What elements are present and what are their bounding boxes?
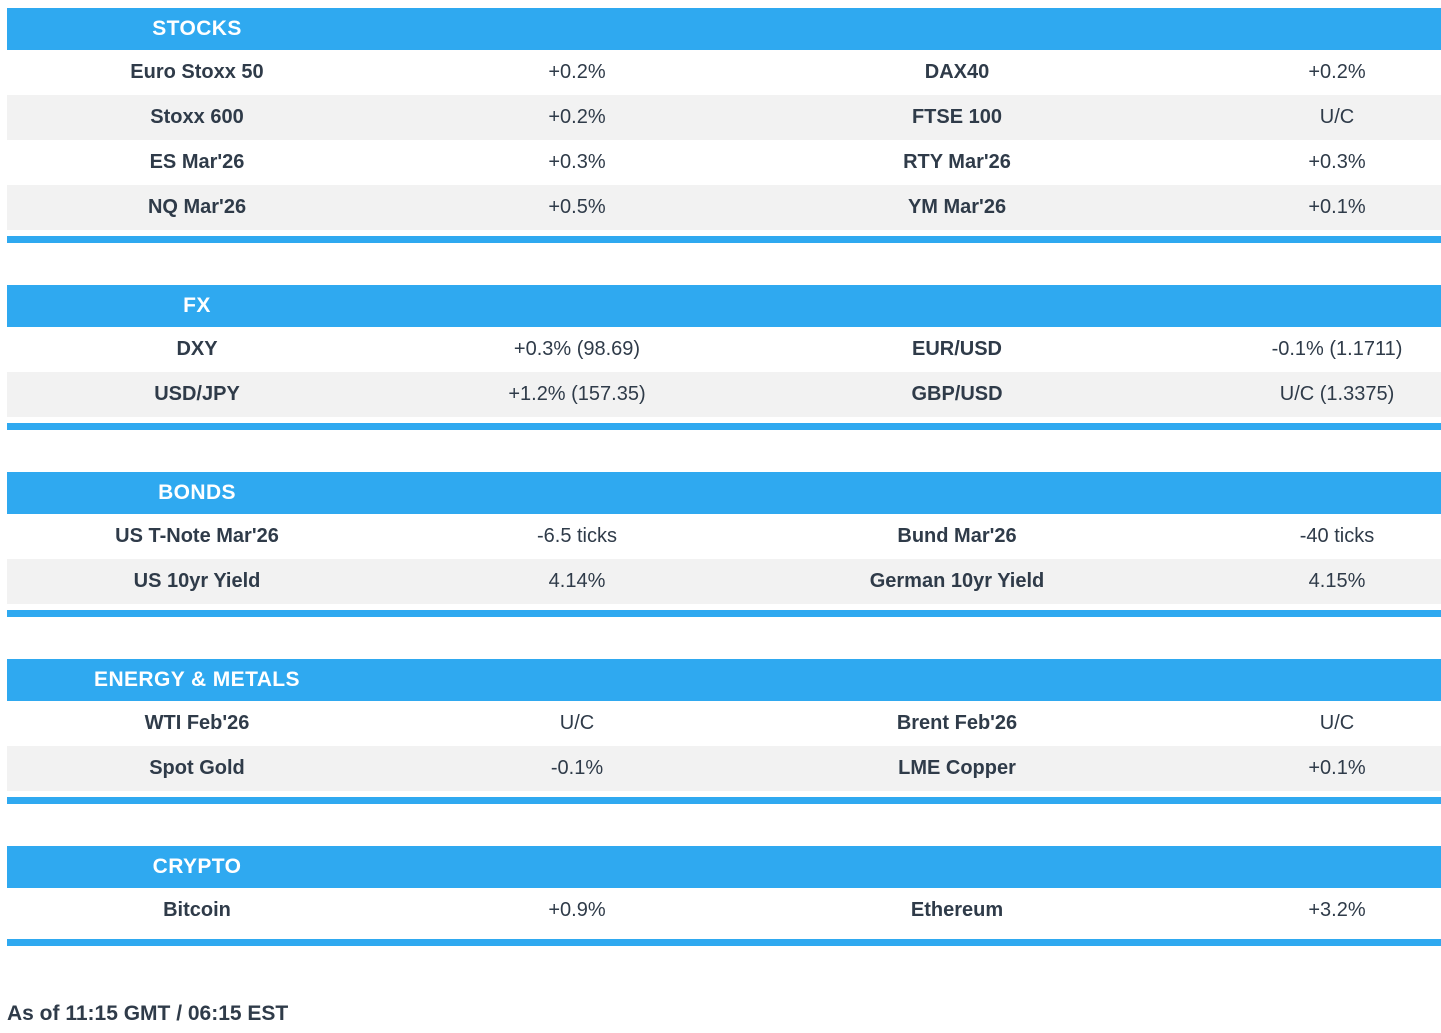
instrument-label: US 10yr Yield <box>133 570 261 592</box>
instrument-label: US T-Note Mar'26 <box>115 525 279 547</box>
instrument-value: U/C <box>559 712 595 734</box>
table-row: DXY +0.3% (98.69) EUR/USD -0.1% (1.1711) <box>7 327 1441 372</box>
section-divider <box>7 610 1441 617</box>
section-title: STOCKS <box>152 17 242 40</box>
section-stocks: STOCKS Euro Stoxx 50 +0.2% DAX40 +0.2% Stoxx … <box>7 8 1441 243</box>
table-row: WTI Feb'26 U/C Brent Feb'26 U/C <box>7 701 1441 746</box>
instrument-label: USD/JPY <box>154 383 240 405</box>
instrument-value: +0.3% (98.69) <box>513 338 641 360</box>
section-divider <box>7 939 1441 946</box>
instrument-value: -0.1% (1.1711) <box>1271 338 1403 360</box>
section-title: BONDS <box>158 481 236 504</box>
section-divider <box>7 797 1441 804</box>
instrument-value: +0.1% <box>1308 757 1366 779</box>
as-of-timestamp: As of 11:15 GMT / 06:15 EST <box>7 1002 289 1025</box>
instrument-value: 4.14% <box>548 570 606 592</box>
instrument-value: +0.3% <box>1308 151 1366 173</box>
section-fx: FX DXY +0.3% (98.69) EUR/USD -0.1% (1.1711) U… <box>7 285 1441 430</box>
instrument-label: Stoxx 600 <box>150 106 244 128</box>
instrument-label: YM Mar'26 <box>907 196 1007 218</box>
table-row: Stoxx 600 +0.2% FTSE 100 U/C <box>7 95 1441 140</box>
instrument-value: +0.9% <box>548 899 606 921</box>
section-title: ENERGY & METALS <box>94 668 300 691</box>
instrument-label: LME Copper <box>898 757 1016 779</box>
instrument-label: NQ Mar'26 <box>147 196 247 218</box>
instrument-label: DAX40 <box>924 61 990 83</box>
instrument-label: Euro Stoxx 50 <box>130 61 264 83</box>
section-energy-metals: ENERGY & METALS WTI Feb'26 U/C Brent Feb'26… <box>7 659 1441 804</box>
instrument-label: Bitcoin <box>163 899 231 921</box>
instrument-label: GBP/USD <box>911 383 1003 405</box>
instrument-label: Spot Gold <box>149 757 245 779</box>
instrument-value: +0.5% <box>548 196 606 218</box>
table-row: NQ Mar'26 +0.5% YM Mar'26 +0.1% <box>7 185 1441 230</box>
instrument-label: Bund Mar'26 <box>897 525 1017 547</box>
instrument-label: RTY Mar'26 <box>903 151 1011 173</box>
section-title: CRYPTO <box>152 855 242 878</box>
table-row: Euro Stoxx 50 +0.2% DAX40 +0.2% <box>7 50 1441 95</box>
section-header-bar: FX <box>7 285 1441 327</box>
sections-container: STOCKS Euro Stoxx 50 +0.2% DAX40 +0.2% Stoxx … <box>7 8 1441 946</box>
instrument-value: +1.2% (157.35) <box>508 383 646 405</box>
instrument-value: +0.3% <box>548 151 606 173</box>
instrument-value: -0.1% <box>550 757 604 779</box>
section-header-bar: BONDS <box>7 472 1441 514</box>
section-divider <box>7 423 1441 430</box>
section-header-bar: CRYPTO <box>7 846 1441 888</box>
instrument-label: Ethereum <box>910 899 1004 921</box>
instrument-label: EUR/USD <box>911 338 1002 360</box>
section-header-bar: STOCKS <box>7 8 1441 50</box>
section-crypto: CRYPTO Bitcoin +0.9% Ethereum +3.2% <box>7 846 1441 946</box>
instrument-value: U/C (1.3375) <box>1279 383 1395 405</box>
instrument-label: German 10yr Yield <box>869 570 1045 592</box>
instrument-label: Brent Feb'26 <box>896 712 1018 734</box>
instrument-value: +0.2% <box>548 106 606 128</box>
table-row: Spot Gold -0.1% LME Copper +0.1% <box>7 746 1441 791</box>
section-header-bar: ENERGY & METALS <box>7 659 1441 701</box>
instrument-value: +0.1% <box>1308 196 1366 218</box>
section-title: FX <box>183 294 211 317</box>
instrument-value: +0.2% <box>1308 61 1366 83</box>
instrument-value: U/C <box>1319 712 1355 734</box>
instrument-label: ES Mar'26 <box>149 151 245 173</box>
table-row: US T-Note Mar'26 -6.5 ticks Bund Mar'26 -40… <box>7 514 1441 559</box>
instrument-value: 4.15% <box>1308 570 1366 592</box>
table-row: USD/JPY +1.2% (157.35) GBP/USD U/C (1.3375) <box>7 372 1441 417</box>
instrument-label: FTSE 100 <box>911 106 1003 128</box>
section-bonds: BONDS US T-Note Mar'26 -6.5 ticks Bund Mar'… <box>7 472 1441 617</box>
table-row: Bitcoin +0.9% Ethereum +3.2% <box>7 888 1441 933</box>
table-row: US 10yr Yield 4.14% German 10yr Yield 4.15% <box>7 559 1441 604</box>
instrument-label: WTI Feb'26 <box>144 712 250 734</box>
section-divider <box>7 236 1441 243</box>
instrument-value: +3.2% <box>1308 899 1366 921</box>
table-row: ES Mar'26 +0.3% RTY Mar'26 +0.3% <box>7 140 1441 185</box>
instrument-value: +0.2% <box>548 61 606 83</box>
instrument-value: -6.5 ticks <box>536 525 618 547</box>
instrument-label: DXY <box>176 338 218 360</box>
instrument-value: -40 ticks <box>1299 525 1375 547</box>
instrument-value: U/C <box>1319 106 1355 128</box>
